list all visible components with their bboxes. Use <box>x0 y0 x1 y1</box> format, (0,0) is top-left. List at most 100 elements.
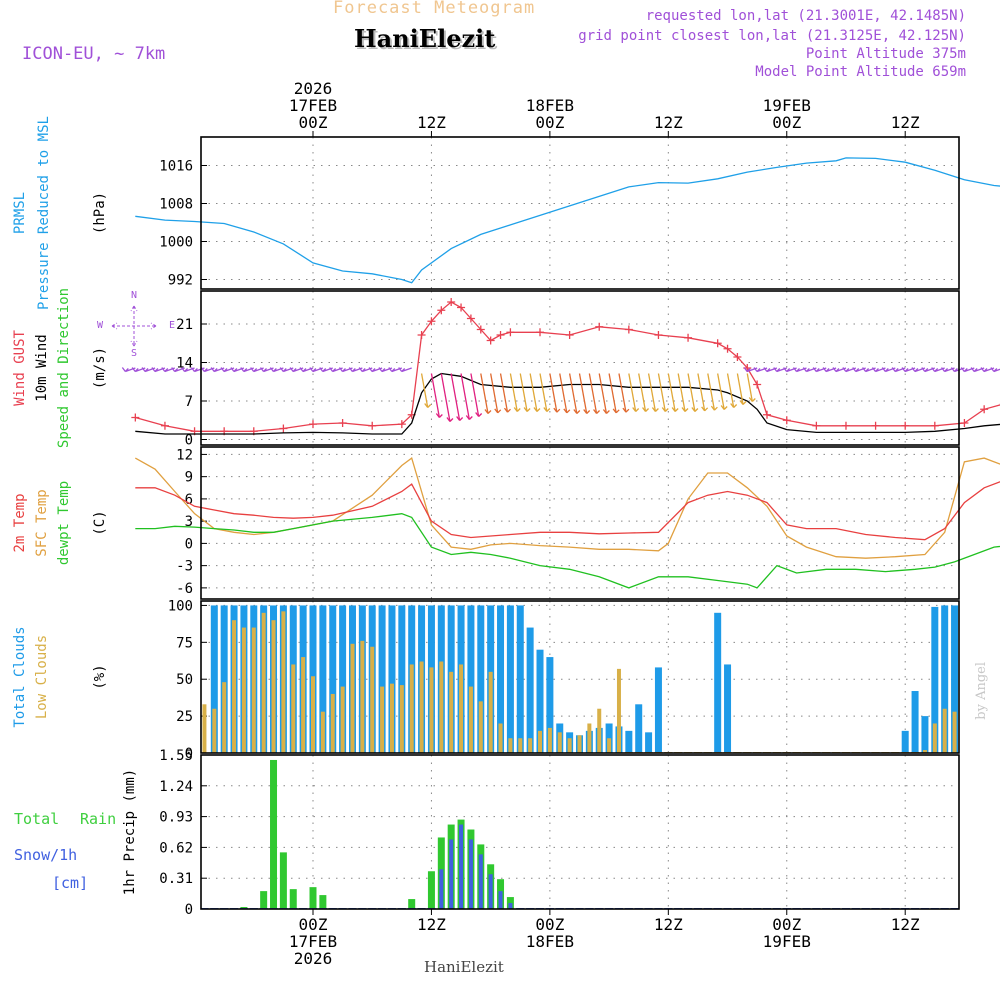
wind-arrow <box>707 373 716 411</box>
bar-low-clouds <box>222 682 227 753</box>
wind-arrowhead <box>484 409 492 414</box>
wind-arrowhead <box>911 367 919 372</box>
wind-arrowhead <box>513 407 521 412</box>
bar-total-rain <box>408 899 416 909</box>
grid-point-coords: grid point closest lon,lat (21.3125E, 42… <box>578 28 966 44</box>
wind-arrow <box>490 373 499 413</box>
bar-low-clouds <box>478 701 483 753</box>
wind-arrowhead <box>220 367 228 372</box>
wind-arrowhead <box>593 409 601 414</box>
wind-arrowhead <box>131 367 139 372</box>
wind-arrowhead <box>181 367 189 372</box>
top-time-label: 00Z <box>299 113 328 132</box>
bar-total-clouds <box>388 605 396 753</box>
gust-point <box>496 331 505 339</box>
wind-arrowhead <box>612 408 620 414</box>
y-tick-label: 1.24 <box>159 779 193 795</box>
bar-low-clouds <box>212 708 217 753</box>
bottom-time-label: 00Z <box>535 915 564 934</box>
wind-arrowhead <box>583 409 591 414</box>
y-tick-label: -6 <box>176 581 193 597</box>
gust-point <box>476 325 485 334</box>
wind-arrow <box>697 373 706 411</box>
bar-total-clouds <box>951 605 959 753</box>
gust-point <box>338 419 347 427</box>
bar-low-clouds <box>301 657 306 753</box>
wind-arrow <box>578 373 588 414</box>
gust-point <box>901 421 910 430</box>
y-tick-label: 14 <box>176 356 193 372</box>
wind-arrowhead <box>210 367 218 372</box>
wind-arrow <box>549 373 558 413</box>
wind-arrow <box>499 373 509 413</box>
bar-total-clouds <box>506 605 514 753</box>
panel-frame <box>200 136 960 290</box>
wind-arrowhead <box>720 405 728 410</box>
y-axis-label: 1hr Precip (mm) <box>122 769 138 895</box>
wind-arrow <box>736 373 744 405</box>
wind-arrowhead <box>632 407 640 412</box>
bar-total-clouds <box>911 691 919 753</box>
bar-total-clouds <box>536 649 544 753</box>
wind-arrowhead <box>543 407 551 412</box>
y-tick-label: 9 <box>185 470 193 486</box>
bar-total-clouds <box>605 723 613 753</box>
bar-total-clouds <box>477 605 485 753</box>
bottom-time-label: 12Z <box>891 915 920 934</box>
bar-total-clouds <box>467 605 475 753</box>
wind-arrowhead <box>783 367 791 372</box>
gust-point <box>131 413 140 422</box>
wind-arrow <box>598 373 608 414</box>
wind-arrowhead <box>832 367 840 372</box>
bar-total-clouds <box>516 605 524 753</box>
top-time-label: 2026 <box>294 79 333 98</box>
wind-arrow <box>450 373 461 421</box>
bar-low-clouds <box>350 643 355 753</box>
wind-arrowhead <box>190 367 198 372</box>
footer-station: HaniElezit <box>424 958 504 976</box>
top-time-label: 00Z <box>772 113 801 132</box>
bar-low-clouds <box>597 708 602 753</box>
wind-arrowhead <box>822 367 830 372</box>
bar-low-clouds <box>291 664 296 753</box>
wind-arrowhead <box>802 367 810 372</box>
y-axis-label: 2m Temp <box>12 493 28 552</box>
top-time-label: 18FEB <box>526 96 574 115</box>
bar-snow-1h <box>508 903 513 909</box>
series-10m-wind <box>135 372 1000 435</box>
wind-arrowhead <box>852 367 860 372</box>
top-time-label: 19FEB <box>763 96 811 115</box>
y-tick-label: 7 <box>185 394 193 410</box>
wind-arrow <box>726 373 735 408</box>
legend-rain: Rain <box>80 810 117 828</box>
bar-low-clouds <box>261 612 266 753</box>
bar-total-clouds <box>210 605 218 753</box>
bar-low-clouds <box>251 627 256 753</box>
bar-low-clouds <box>360 640 365 753</box>
bar-low-clouds <box>429 667 434 753</box>
wind-arrowhead <box>681 407 689 412</box>
bar-snow-1h <box>449 839 454 909</box>
wind-arrowhead <box>446 417 454 422</box>
legend-snow: Snow/1h <box>14 846 78 864</box>
bar-total-rain <box>260 891 268 909</box>
bar-low-clouds <box>587 723 592 753</box>
bar-low-clouds <box>577 735 582 753</box>
wind-arrowhead <box>921 367 929 372</box>
bar-low-clouds <box>330 693 335 753</box>
wind-arrow <box>647 373 657 412</box>
wind-arrow <box>430 373 440 418</box>
gust-point <box>812 421 821 430</box>
wind-arrowhead <box>763 367 771 372</box>
bar-low-clouds <box>567 738 572 753</box>
wind-arrow <box>677 373 686 412</box>
gust-point <box>713 339 722 348</box>
bar-total-clouds <box>319 605 327 753</box>
bar-total-rain <box>309 887 317 909</box>
bar-low-clouds <box>459 664 464 753</box>
wind-arrowhead <box>871 367 879 372</box>
wind-arrowhead <box>701 406 709 412</box>
bar-snow-1h <box>468 839 473 909</box>
wind-arrowhead <box>901 367 909 372</box>
